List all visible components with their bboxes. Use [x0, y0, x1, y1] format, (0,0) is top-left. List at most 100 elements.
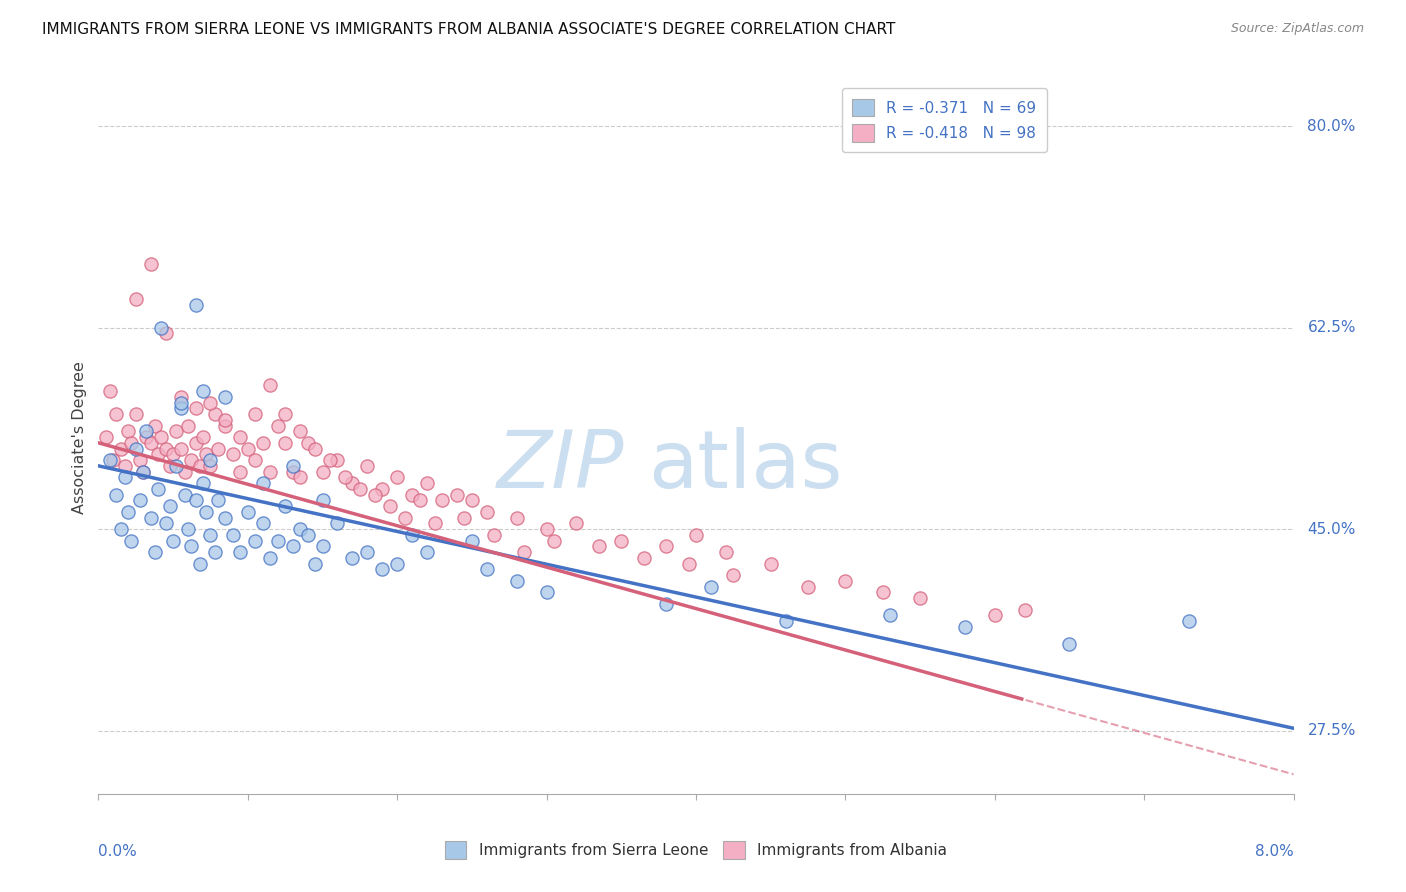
Text: Source: ZipAtlas.com: Source: ZipAtlas.com [1230, 22, 1364, 36]
Point [700, 580, 723, 594]
Point [288, 522, 311, 536]
Point [98, 453, 122, 467]
Point [872, 585, 894, 599]
Point [678, 557, 700, 571]
Point [984, 608, 1007, 623]
Point [191, 384, 214, 398]
Point [259, 550, 281, 565]
Point [159, 458, 181, 473]
Point [655, 540, 678, 554]
Point [416, 476, 439, 491]
Point [288, 470, 311, 484]
Point [169, 395, 191, 409]
Point [105, 407, 128, 421]
Point [797, 580, 820, 594]
Point [120, 533, 142, 548]
Point [143, 418, 166, 433]
Point [319, 453, 342, 467]
Point [506, 574, 529, 588]
Point [588, 540, 610, 554]
Point [155, 326, 177, 341]
Point [385, 557, 409, 571]
Point [245, 453, 267, 467]
Point [129, 493, 152, 508]
Point [155, 516, 177, 531]
Point [222, 447, 245, 461]
Point [177, 418, 200, 433]
Point [304, 442, 326, 456]
Point [342, 476, 364, 491]
Point [245, 407, 267, 421]
Point [371, 482, 394, 496]
Point [214, 390, 236, 404]
Point [229, 465, 252, 479]
Point [103, 453, 125, 467]
Point [139, 510, 162, 524]
Point [148, 447, 170, 461]
Point [191, 476, 214, 491]
Point [169, 390, 191, 404]
Point [326, 453, 349, 467]
Point [543, 533, 565, 548]
Point [723, 568, 745, 582]
Point [117, 505, 139, 519]
Point [475, 562, 498, 576]
Point [252, 516, 274, 531]
Point [953, 620, 976, 634]
Point [364, 488, 387, 502]
Point [401, 488, 423, 502]
Point [125, 407, 148, 421]
Point [162, 447, 184, 461]
Text: 62.5%: 62.5% [1308, 320, 1355, 335]
Point [236, 442, 259, 456]
Point [169, 442, 191, 456]
Point [200, 528, 222, 542]
Point [288, 425, 311, 439]
Point [297, 528, 319, 542]
Point [356, 458, 378, 473]
Point [714, 545, 737, 559]
Point [169, 401, 191, 416]
Point [385, 470, 409, 484]
Point [236, 505, 259, 519]
Point [513, 545, 536, 559]
Point [274, 435, 297, 450]
Point [214, 510, 236, 524]
Point [120, 435, 142, 450]
Point [378, 499, 401, 513]
Point [207, 442, 229, 456]
Point [129, 453, 152, 467]
Point [117, 425, 139, 439]
Legend: Immigrants from Sierra Leone, Immigrants from Albania: Immigrants from Sierra Leone, Immigrants… [439, 835, 953, 864]
Point [1059, 637, 1081, 651]
Point [180, 453, 202, 467]
Point [204, 545, 226, 559]
Point [685, 528, 707, 542]
Point [184, 298, 207, 312]
Point [195, 505, 218, 519]
Point [259, 378, 281, 392]
Point [214, 418, 236, 433]
Point [214, 413, 236, 427]
Point [245, 533, 267, 548]
Text: ZIP: ZIP [496, 426, 624, 505]
Point [1178, 614, 1201, 628]
Point [655, 597, 678, 611]
Text: 27.5%: 27.5% [1308, 723, 1355, 738]
Text: 0.0%: 0.0% [98, 844, 138, 859]
Point [775, 614, 797, 628]
Point [165, 425, 187, 439]
Point [200, 453, 222, 467]
Point [252, 476, 274, 491]
Point [536, 522, 558, 536]
Point [188, 557, 211, 571]
Point [159, 499, 181, 513]
Point [401, 528, 423, 542]
Point [326, 516, 349, 531]
Point [143, 545, 166, 559]
Point [416, 545, 439, 559]
Text: 8.0%: 8.0% [1254, 844, 1294, 859]
Point [174, 465, 197, 479]
Point [297, 435, 319, 450]
Point [356, 545, 378, 559]
